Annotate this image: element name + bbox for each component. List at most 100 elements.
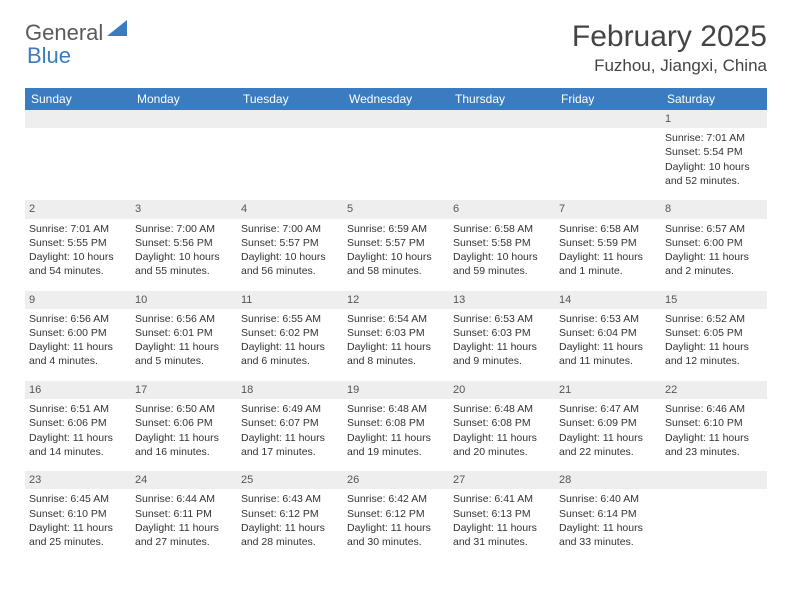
day-number-row: 9101112131415 xyxy=(25,291,767,309)
sunrise-text: Sunrise: 6:52 AM xyxy=(665,312,763,326)
sunset-text: Sunset: 6:01 PM xyxy=(135,326,233,340)
day-number-cell: 14 xyxy=(555,291,661,309)
sunset-text: Sunset: 6:11 PM xyxy=(135,507,233,521)
sunset-text: Sunset: 5:54 PM xyxy=(665,145,763,159)
day-number-cell xyxy=(25,110,131,128)
weekday-header: Thursday xyxy=(449,88,555,110)
day-number: 13 xyxy=(449,291,555,309)
sunrise-text: Sunrise: 6:55 AM xyxy=(241,312,339,326)
title-block: February 2025 Fuzhou, Jiangxi, China xyxy=(572,20,767,76)
sunset-text: Sunset: 5:58 PM xyxy=(453,236,551,250)
day-number xyxy=(25,110,131,128)
weekday-header: Sunday xyxy=(25,88,131,110)
day-number: 27 xyxy=(449,471,555,489)
sunset-text: Sunset: 6:05 PM xyxy=(665,326,763,340)
sunset-text: Sunset: 5:57 PM xyxy=(241,236,339,250)
sunrise-text: Sunrise: 6:51 AM xyxy=(29,402,127,416)
day-number-cell: 2 xyxy=(25,200,131,218)
day-number-cell: 19 xyxy=(343,381,449,399)
day-cell: Sunrise: 6:57 AMSunset: 6:00 PMDaylight:… xyxy=(661,219,767,291)
day-number: 12 xyxy=(343,291,449,309)
sunrise-text: Sunrise: 6:45 AM xyxy=(29,492,127,506)
day-content: Sunrise: 6:45 AMSunset: 6:10 PMDaylight:… xyxy=(25,489,131,553)
day-number-cell: 27 xyxy=(449,471,555,489)
sunrise-text: Sunrise: 6:58 AM xyxy=(559,222,657,236)
day-cell xyxy=(449,128,555,200)
day-number: 19 xyxy=(343,381,449,399)
day-number-cell: 9 xyxy=(25,291,131,309)
daylight-text: Daylight: 10 hours and 56 minutes. xyxy=(241,250,339,278)
day-cell: Sunrise: 6:51 AMSunset: 6:06 PMDaylight:… xyxy=(25,399,131,471)
day-number-cell xyxy=(131,110,237,128)
day-number-cell: 21 xyxy=(555,381,661,399)
daylight-text: Daylight: 11 hours and 5 minutes. xyxy=(135,340,233,368)
day-content: Sunrise: 6:48 AMSunset: 6:08 PMDaylight:… xyxy=(343,399,449,463)
day-cell: Sunrise: 6:59 AMSunset: 5:57 PMDaylight:… xyxy=(343,219,449,291)
day-number-row: 232425262728 xyxy=(25,471,767,489)
day-cell: Sunrise: 6:47 AMSunset: 6:09 PMDaylight:… xyxy=(555,399,661,471)
day-number-cell xyxy=(237,110,343,128)
month-title: February 2025 xyxy=(572,20,767,54)
day-number xyxy=(131,110,237,128)
sunrise-text: Sunrise: 6:47 AM xyxy=(559,402,657,416)
day-content: Sunrise: 6:58 AMSunset: 5:58 PMDaylight:… xyxy=(449,219,555,283)
sunset-text: Sunset: 6:12 PM xyxy=(241,507,339,521)
sunset-text: Sunset: 6:08 PM xyxy=(347,416,445,430)
sunrise-text: Sunrise: 6:41 AM xyxy=(453,492,551,506)
day-number-cell: 26 xyxy=(343,471,449,489)
day-content: Sunrise: 6:44 AMSunset: 6:11 PMDaylight:… xyxy=(131,489,237,553)
day-content: Sunrise: 7:00 AMSunset: 5:57 PMDaylight:… xyxy=(237,219,343,283)
day-content: Sunrise: 6:57 AMSunset: 6:00 PMDaylight:… xyxy=(661,219,767,283)
daylight-text: Daylight: 10 hours and 52 minutes. xyxy=(665,160,763,188)
daylight-text: Daylight: 10 hours and 54 minutes. xyxy=(29,250,127,278)
day-number-cell: 3 xyxy=(131,200,237,218)
day-number-row: 1 xyxy=(25,110,767,128)
sunrise-text: Sunrise: 6:46 AM xyxy=(665,402,763,416)
daylight-text: Daylight: 11 hours and 2 minutes. xyxy=(665,250,763,278)
logo-blue-wrap: Blue xyxy=(27,43,71,69)
calendar-table: Sunday Monday Tuesday Wednesday Thursday… xyxy=(25,88,767,559)
day-number: 1 xyxy=(661,110,767,128)
day-content: Sunrise: 6:53 AMSunset: 6:04 PMDaylight:… xyxy=(555,309,661,373)
day-content: Sunrise: 6:56 AMSunset: 6:00 PMDaylight:… xyxy=(25,309,131,373)
daylight-text: Daylight: 11 hours and 16 minutes. xyxy=(135,431,233,459)
weekday-header: Tuesday xyxy=(237,88,343,110)
daylight-text: Daylight: 11 hours and 8 minutes. xyxy=(347,340,445,368)
day-cell xyxy=(131,128,237,200)
day-number-cell: 5 xyxy=(343,200,449,218)
day-number: 7 xyxy=(555,200,661,218)
day-number-cell: 24 xyxy=(131,471,237,489)
day-content: Sunrise: 6:52 AMSunset: 6:05 PMDaylight:… xyxy=(661,309,767,373)
daylight-text: Daylight: 11 hours and 33 minutes. xyxy=(559,521,657,549)
sunset-text: Sunset: 5:56 PM xyxy=(135,236,233,250)
daylight-text: Daylight: 11 hours and 20 minutes. xyxy=(453,431,551,459)
day-content: Sunrise: 6:50 AMSunset: 6:06 PMDaylight:… xyxy=(131,399,237,463)
daylight-text: Daylight: 11 hours and 19 minutes. xyxy=(347,431,445,459)
daylight-text: Daylight: 11 hours and 11 minutes. xyxy=(559,340,657,368)
page-header: General February 2025 Fuzhou, Jiangxi, C… xyxy=(25,20,767,76)
sunset-text: Sunset: 6:10 PM xyxy=(665,416,763,430)
day-number: 5 xyxy=(343,200,449,218)
daylight-text: Daylight: 11 hours and 25 minutes. xyxy=(29,521,127,549)
day-number-cell: 13 xyxy=(449,291,555,309)
day-content: Sunrise: 6:41 AMSunset: 6:13 PMDaylight:… xyxy=(449,489,555,553)
daylight-text: Daylight: 11 hours and 22 minutes. xyxy=(559,431,657,459)
sunset-text: Sunset: 6:10 PM xyxy=(29,507,127,521)
sunrise-text: Sunrise: 6:40 AM xyxy=(559,492,657,506)
day-number-row: 2345678 xyxy=(25,200,767,218)
day-content: Sunrise: 6:40 AMSunset: 6:14 PMDaylight:… xyxy=(555,489,661,553)
day-number-cell: 25 xyxy=(237,471,343,489)
day-cell xyxy=(343,128,449,200)
daylight-text: Daylight: 11 hours and 4 minutes. xyxy=(29,340,127,368)
day-number xyxy=(555,110,661,128)
sunset-text: Sunset: 6:00 PM xyxy=(665,236,763,250)
day-number: 4 xyxy=(237,200,343,218)
day-number-cell: 23 xyxy=(25,471,131,489)
sunrise-text: Sunrise: 7:00 AM xyxy=(135,222,233,236)
day-cell xyxy=(25,128,131,200)
daylight-text: Daylight: 11 hours and 28 minutes. xyxy=(241,521,339,549)
daylight-text: Daylight: 11 hours and 30 minutes. xyxy=(347,521,445,549)
day-content-row: Sunrise: 7:01 AMSunset: 5:54 PMDaylight:… xyxy=(25,128,767,200)
day-number-cell xyxy=(555,110,661,128)
day-content: Sunrise: 7:01 AMSunset: 5:54 PMDaylight:… xyxy=(661,128,767,192)
